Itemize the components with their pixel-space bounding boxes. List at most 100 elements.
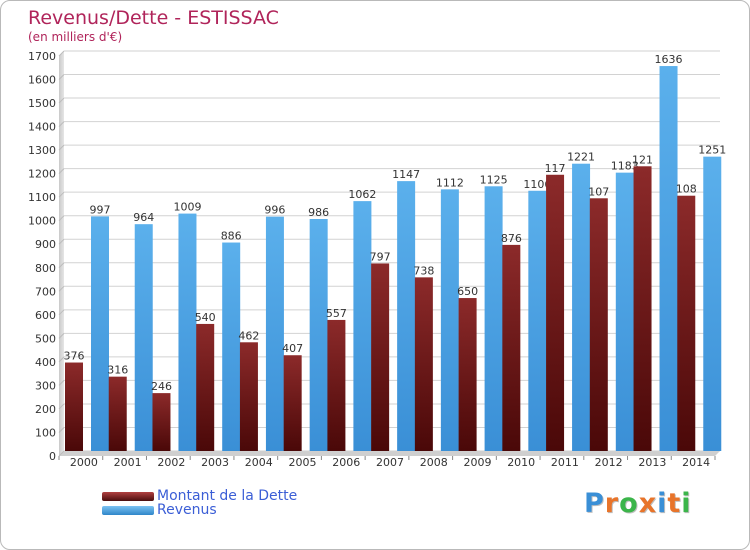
legend-item-dette: Montant de la Dette (102, 488, 297, 504)
bar-label-revenus: 1125 (480, 173, 508, 186)
x-tick-label: 2001 (114, 456, 142, 469)
proxiti-logo: Proxiti (584, 488, 692, 519)
bar-label-revenus: 1112 (436, 176, 464, 189)
y-tick-label: 1600 (28, 74, 56, 87)
bar-label-dette: 462 (238, 329, 259, 342)
bar-label-revenus: 997 (90, 203, 111, 216)
y-tick-label: 800 (35, 262, 56, 275)
bar-revenus (440, 189, 459, 451)
y-tick-label: 300 (35, 379, 56, 392)
gridline-depth (58, 50, 65, 57)
gridline-depth (58, 74, 65, 80)
gridline-depth (58, 144, 65, 151)
bar-label-dette: 376 (64, 350, 85, 363)
gridline-depth (58, 168, 65, 175)
x-tick-label: 2005 (289, 456, 317, 469)
y-tick-label: 600 (35, 309, 56, 322)
bar-label-revenus: 986 (308, 206, 329, 219)
bar-dette (371, 263, 390, 451)
bar-label-dette: 650 (457, 285, 478, 298)
gridline-depth (58, 356, 65, 363)
chart-title: Revenus/Dette - ESTISSAC (28, 7, 279, 29)
bar-label-revenus: 1251 (698, 144, 726, 157)
bar-dette (677, 195, 696, 451)
logo-letter: x (638, 488, 658, 519)
x-tick-label: 2008 (420, 456, 448, 469)
y-tick-label: 200 (35, 403, 56, 416)
bar-revenus (265, 216, 284, 451)
y-tick-label: 1200 (28, 168, 56, 181)
bar-dette (502, 244, 521, 451)
x-tick-label: 2011 (551, 456, 579, 469)
legend-label-revenus: Revenus (157, 502, 217, 518)
bar-label-revenus: 1062 (348, 188, 376, 201)
gridline-depth (58, 262, 65, 269)
gridline-depth (58, 450, 65, 457)
bar-dette (239, 342, 258, 451)
logo-letter: r (604, 488, 620, 519)
logo-letter: o (619, 488, 639, 519)
bar-label-revenus: 1009 (173, 201, 201, 214)
bar-revenus (615, 172, 634, 451)
gridline-depth (58, 380, 65, 386)
x-tick-label: 2014 (682, 456, 710, 469)
bar-dette (108, 376, 127, 451)
bar-label-dette: 557 (326, 307, 347, 320)
logo-letter: P (584, 488, 605, 519)
legend-swatch-revenus (102, 505, 154, 515)
x-tick-label: 2012 (595, 456, 623, 469)
bar-revenus (91, 216, 109, 451)
bar-revenus (353, 201, 372, 451)
bar-dette (589, 198, 608, 451)
legend-swatch-dette (102, 491, 154, 501)
gridline-depth (58, 309, 65, 316)
y-tick-label: 700 (35, 285, 56, 298)
bar-label-dette: 738 (413, 264, 434, 277)
bar-revenus (572, 163, 591, 452)
x-tick-label: 2002 (157, 456, 185, 469)
bar-dette (633, 166, 652, 451)
bar-dette (65, 362, 83, 451)
bar-revenus (134, 224, 153, 451)
bar-revenus (178, 213, 197, 451)
bar-label-dette: 876 (501, 232, 522, 245)
gridline-depth (58, 238, 65, 245)
y-tick-label: 100 (35, 426, 56, 439)
y-tick-label: 900 (35, 238, 56, 251)
bar-label-revenus: 964 (133, 211, 154, 224)
bar-revenus (659, 66, 678, 451)
bar-label-revenus: 996 (264, 204, 285, 217)
gridline-depth (58, 215, 65, 222)
bar-revenus (484, 186, 503, 451)
bar-label-dette: 107 (588, 185, 609, 198)
x-tick-label: 2009 (463, 456, 491, 469)
bar-dette (196, 323, 215, 451)
gridline-depth (58, 97, 65, 104)
bar-label-dette: 316 (107, 364, 128, 377)
logo-letter: i (657, 488, 668, 519)
bar-revenus (309, 219, 328, 451)
gridline-depth (58, 191, 65, 198)
y-tick-label: 500 (35, 332, 56, 345)
gridline-depth (58, 427, 65, 433)
y-tick-label: 1400 (28, 121, 56, 134)
y-tick-label: 0 (49, 450, 56, 463)
logo-letter: t (667, 488, 682, 519)
y-tick-label: 1700 (28, 50, 56, 63)
bar-label-revenus: 1106 (523, 178, 551, 191)
y-tick-label: 1100 (28, 191, 56, 204)
bar-dette (283, 355, 302, 451)
y-tick-label: 400 (35, 356, 56, 369)
bar-revenus (222, 242, 241, 451)
bar-label-dette: 540 (195, 311, 216, 324)
bar-label-dette: 121 (632, 153, 653, 166)
x-tick-label: 2013 (638, 456, 666, 469)
x-tick-label: 2006 (332, 456, 360, 469)
bar-label-dette: 117 (545, 162, 566, 175)
bar-label-revenus: 1183 (611, 160, 639, 173)
gridline-depth (58, 285, 65, 292)
bar-dette (414, 277, 433, 451)
x-tick-label: 2004 (245, 456, 273, 469)
legend-item-revenus: Revenus (102, 502, 217, 518)
